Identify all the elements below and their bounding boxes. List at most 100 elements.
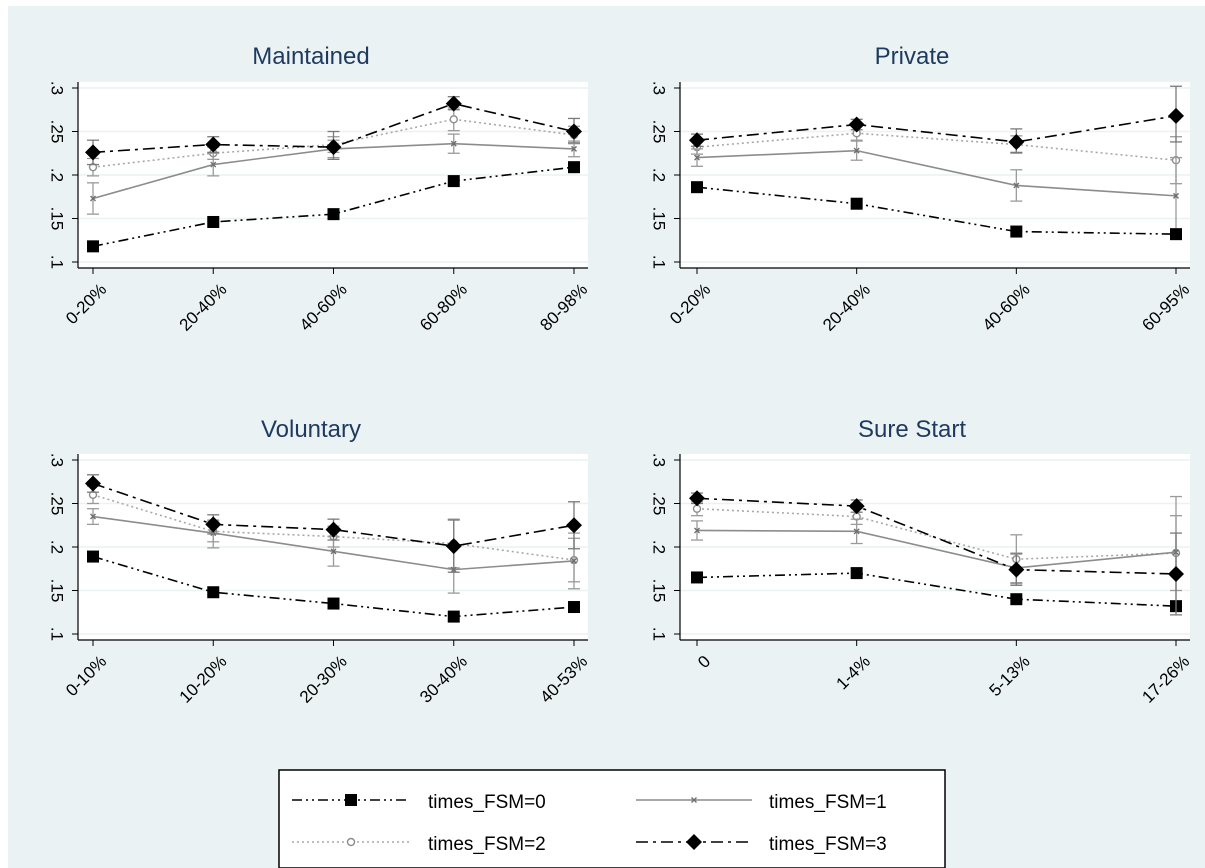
data-point — [853, 147, 860, 154]
y-tick-label: .1 — [650, 255, 669, 269]
data-point — [327, 597, 340, 610]
y-tick-label: .2 — [48, 168, 67, 182]
data-point — [694, 154, 700, 161]
series-line — [696, 497, 1177, 575]
series-line — [696, 507, 1177, 560]
data-point — [848, 498, 865, 515]
y-tick-label: .15 — [48, 207, 67, 231]
series-line — [92, 102, 575, 154]
y-tick-label: .3 — [48, 453, 67, 467]
series-line — [92, 482, 575, 547]
y-tick-label: .15 — [650, 579, 669, 603]
series-line — [696, 186, 1177, 235]
panel-title-private: Private — [875, 43, 950, 70]
panel-sure-start: Sure Start — [858, 416, 966, 443]
y-tick-label: .25 — [48, 492, 67, 516]
data-point — [450, 140, 457, 147]
legend-label-fsm0: times_FSM=0 — [428, 792, 546, 813]
y-tick-label: .1 — [650, 627, 669, 641]
y-tick-label: .1 — [48, 255, 67, 269]
series-1 — [691, 140, 1182, 235]
series-line — [696, 572, 1177, 607]
data-point — [90, 195, 96, 202]
series-0 — [691, 567, 1182, 613]
data-point — [207, 215, 220, 228]
data-point — [445, 538, 462, 555]
data-point — [691, 571, 703, 584]
data-point — [689, 490, 705, 507]
panel-title-maintained: Maintained — [252, 43, 369, 70]
legend-marker — [686, 834, 702, 850]
data-point — [691, 181, 703, 194]
y-tick-label: .25 — [650, 492, 669, 516]
data-point — [330, 548, 337, 555]
panel-title-sure-start: Sure Start — [858, 416, 966, 443]
data-point — [571, 557, 577, 564]
series-1 — [87, 508, 580, 594]
y-tick-label: .1 — [48, 627, 67, 641]
data-point — [694, 527, 700, 534]
data-point — [850, 197, 863, 210]
panel-voluntary: Voluntary — [261, 416, 361, 443]
series-3 — [689, 490, 1184, 616]
series-3 — [689, 85, 1184, 154]
series-line — [92, 555, 575, 618]
data-point — [1013, 182, 1020, 189]
data-point — [1168, 565, 1184, 582]
panel-title-voluntary: Voluntary — [261, 416, 361, 443]
data-point — [1010, 225, 1023, 238]
y-tick-label: .25 — [48, 120, 67, 144]
data-point — [90, 513, 96, 520]
legend-label-fsm3: times_FSM=3 — [769, 834, 887, 855]
y-tick-label: .2 — [650, 540, 669, 554]
series-line — [696, 132, 1177, 162]
data-point — [566, 123, 582, 140]
panel-private: Private — [875, 43, 950, 70]
data-point — [1170, 228, 1182, 241]
data-point — [1008, 561, 1025, 578]
series-line — [696, 529, 1177, 569]
data-point — [853, 528, 860, 535]
data-point — [571, 145, 577, 152]
legend-label-fsm1: times_FSM=1 — [769, 792, 887, 813]
y-tick-label: .15 — [48, 579, 67, 603]
data-point — [568, 601, 580, 614]
data-point — [325, 521, 342, 538]
legend-label-fsm2: times_FSM=2 — [428, 834, 546, 855]
legend: times_FSM=0 times_FSM=1 times_FSM=2 time… — [278, 769, 946, 868]
data-point — [325, 139, 342, 156]
legend-marker — [346, 837, 356, 847]
legend-marker — [345, 794, 357, 806]
y-tick-label: .2 — [650, 168, 669, 182]
data-point — [87, 550, 99, 563]
data-point — [1010, 593, 1023, 606]
series-line — [696, 149, 1177, 197]
panel-maintained: Maintained — [252, 43, 369, 70]
series-0 — [691, 181, 1182, 241]
data-point — [85, 144, 101, 161]
series-0 — [87, 550, 580, 623]
y-tick-label: .25 — [650, 120, 669, 144]
data-point — [447, 610, 460, 623]
data-point — [1008, 133, 1025, 150]
data-point — [568, 161, 580, 174]
data-point — [205, 516, 222, 533]
series-line — [696, 115, 1177, 143]
data-point — [205, 136, 222, 153]
y-tick-label: .2 — [48, 540, 67, 554]
legend-marker — [691, 797, 697, 803]
series-3 — [85, 474, 582, 573]
y-tick-label: .3 — [650, 453, 669, 467]
data-point — [1168, 107, 1184, 124]
series-0 — [87, 161, 580, 253]
y-tick-label: .3 — [650, 81, 669, 95]
y-tick-label: .3 — [48, 81, 67, 95]
data-point — [445, 95, 462, 112]
data-point — [447, 175, 460, 188]
data-point — [848, 116, 865, 133]
data-point — [207, 586, 220, 599]
legend-box — [278, 769, 946, 868]
data-point — [850, 567, 863, 580]
